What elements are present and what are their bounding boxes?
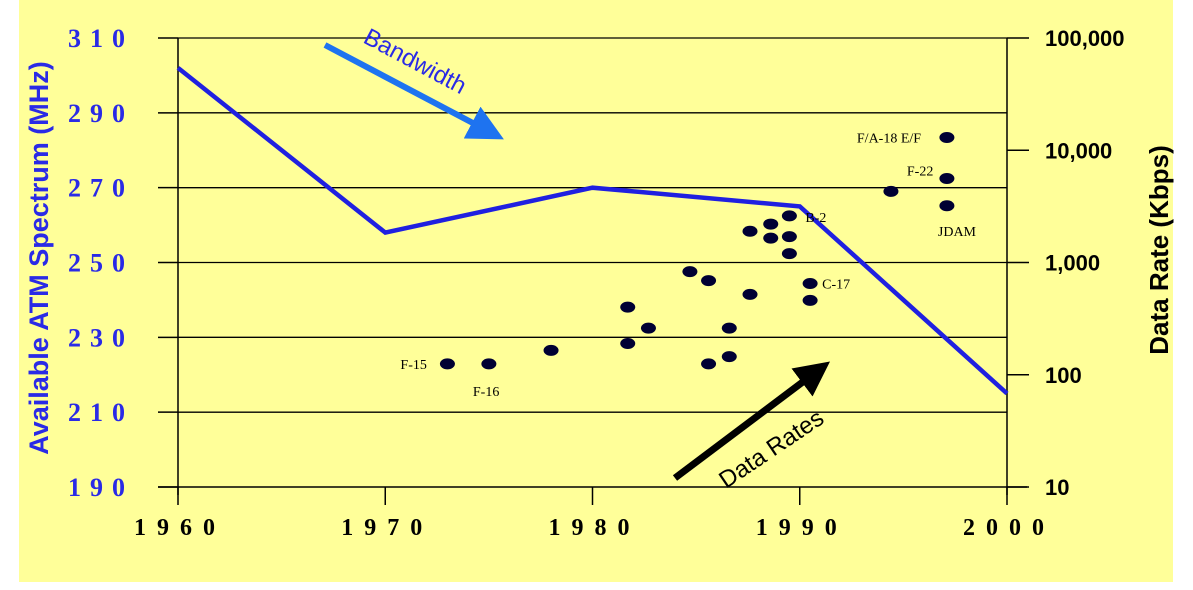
chart-background bbox=[19, 0, 1173, 582]
right-axis-label: Data Rate (Kbps) bbox=[1144, 145, 1174, 354]
x-tick-label: 1960 bbox=[134, 515, 226, 541]
data-point bbox=[781, 248, 797, 260]
left-tick-label: 210 bbox=[68, 398, 134, 427]
left-tick-label: 270 bbox=[68, 174, 134, 203]
right-tick-label: 10 bbox=[1045, 475, 1069, 500]
bandwidth-arrow bbox=[323, 42, 504, 140]
point-label: F-16 bbox=[473, 385, 499, 400]
data-point bbox=[939, 173, 955, 185]
data-point bbox=[701, 358, 717, 370]
right-axis-ticks: 10 100 1,000 10,000 100,000 bbox=[1007, 26, 1125, 500]
data-point bbox=[439, 358, 455, 370]
x-axis-ticks: 1960 1970 1980 1990 2000 bbox=[134, 487, 1055, 541]
data-point bbox=[640, 322, 656, 334]
point-label: JDAM bbox=[938, 225, 977, 240]
left-axis-ticks: 190 210 230 250 270 290 310 bbox=[68, 24, 178, 502]
data-point bbox=[742, 288, 758, 300]
data-point bbox=[781, 231, 797, 243]
data-rate-arrow bbox=[672, 361, 830, 481]
right-tick-label: 10,000 bbox=[1045, 138, 1112, 163]
data-point bbox=[802, 278, 818, 290]
data-point bbox=[620, 301, 636, 313]
data-point bbox=[742, 225, 758, 237]
left-tick-label: 190 bbox=[68, 473, 134, 502]
x-tick-label: 1980 bbox=[549, 515, 641, 541]
right-tick-label: 100 bbox=[1045, 363, 1082, 388]
data-point bbox=[763, 232, 779, 244]
bandwidth-line bbox=[176, 66, 1009, 396]
gridlines bbox=[178, 37, 1007, 413]
left-tick-label: 230 bbox=[68, 323, 134, 352]
x-tick-label: 2000 bbox=[963, 515, 1055, 541]
data-point bbox=[701, 275, 717, 287]
data-point bbox=[939, 131, 955, 143]
data-point bbox=[763, 218, 779, 230]
data-point bbox=[939, 200, 955, 212]
data-point bbox=[883, 185, 899, 197]
data-point bbox=[543, 344, 559, 356]
left-tick-label: 250 bbox=[68, 249, 134, 278]
point-label: F-22 bbox=[907, 165, 933, 180]
data-point bbox=[682, 266, 698, 278]
data-point bbox=[781, 210, 797, 222]
point-label: F/A-18 E/F bbox=[857, 131, 921, 146]
data-point bbox=[620, 337, 636, 349]
left-tick-label: 310 bbox=[68, 24, 134, 53]
point-label: B-2 bbox=[805, 211, 826, 226]
point-label: F-15 bbox=[400, 358, 426, 373]
x-tick-label: 1990 bbox=[756, 515, 848, 541]
data-point bbox=[802, 294, 818, 306]
data-point bbox=[721, 322, 737, 334]
right-tick-label: 1,000 bbox=[1045, 251, 1100, 276]
right-tick-label: 100,000 bbox=[1045, 26, 1125, 51]
data-rate-points: F-15 F-16 B-2 C-17 F/A-18 E/F F-22 JDAM bbox=[400, 131, 976, 399]
point-label: C-17 bbox=[822, 278, 850, 293]
left-axis-label: Available ATM Spectrum (MHz) bbox=[24, 61, 54, 455]
x-tick-label: 1970 bbox=[341, 515, 433, 541]
data-point bbox=[481, 358, 497, 370]
bandwidth-series bbox=[176, 66, 1009, 396]
left-tick-label: 290 bbox=[68, 99, 134, 128]
data-point bbox=[721, 351, 737, 363]
